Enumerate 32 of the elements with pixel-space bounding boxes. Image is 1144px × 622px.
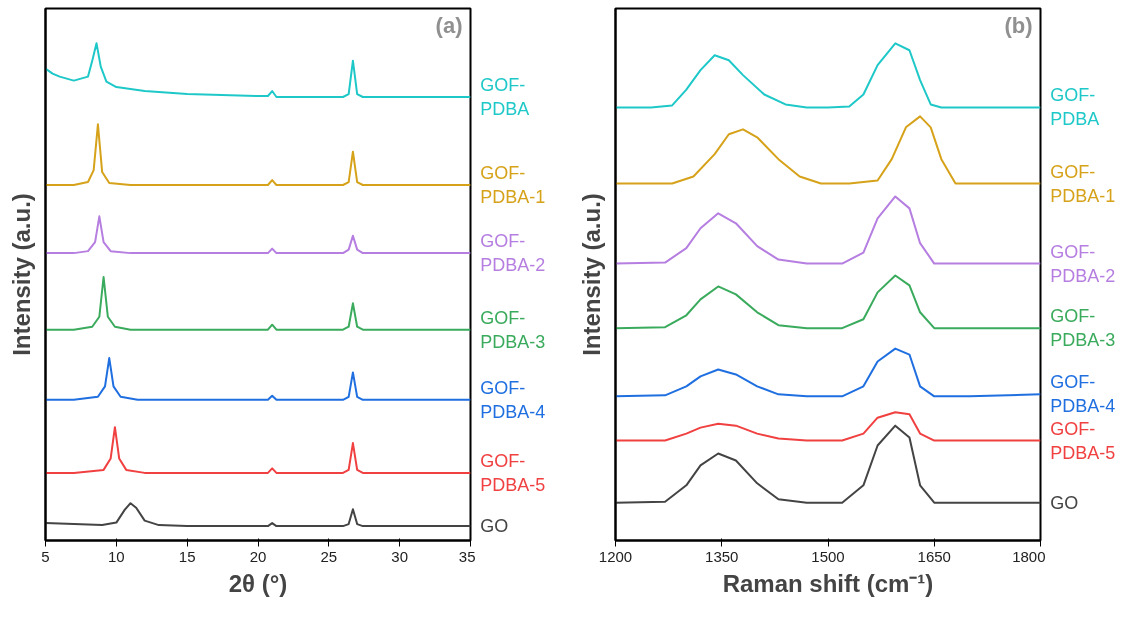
series-label: GOF-PDBA-4 (1050, 372, 1116, 417)
series-label: GOF-PDBA-4 (480, 377, 546, 422)
series-label: GOF-PDBA-5 (480, 450, 546, 495)
x-tick-label: 30 (391, 547, 409, 565)
x-tick-label: 25 (320, 547, 338, 565)
series-label: GO (1050, 492, 1079, 513)
series-label: GOF-PDBA-1 (480, 163, 546, 207)
x-axis-title: Raman shift (cm⁻¹) (722, 569, 934, 597)
x-tick-label: 1200 (598, 547, 633, 565)
series-label: GOF-PDBA (1050, 85, 1100, 130)
series-label: GOF-PDBA-3 (1050, 306, 1116, 351)
x-tick-label: 20 (249, 547, 267, 565)
series-label: GOF-PDBA (480, 75, 530, 119)
y-axis-title: Intensity (a.u.) (7, 193, 35, 356)
series-label: GOF-PDBA-1 (1050, 161, 1116, 206)
series-label: GOF-PDBA-2 (480, 231, 546, 276)
x-tick-label: 35 (458, 547, 476, 565)
x-tick-label: 15 (178, 547, 196, 565)
series-label: GOF-PDBA-5 (1050, 418, 1116, 463)
series-label: GOF-PDBA-3 (480, 307, 546, 352)
x-tick-label: 1500 (811, 547, 845, 565)
series-label: GOF-PDBA-2 (1050, 241, 1116, 286)
x-tick-label: 1650 (917, 547, 951, 565)
x-tick-label: 1800 (1012, 547, 1046, 565)
chart-title: (a) (435, 12, 463, 38)
series-label: GO (480, 516, 509, 537)
chart-title: (b) (1004, 12, 1033, 38)
x-tick-label: 5 (41, 547, 50, 565)
x-tick-label: 10 (107, 547, 125, 565)
x-axis-title: 2θ (°) (228, 569, 288, 597)
y-axis-title: Intensity (a.u.) (577, 193, 605, 356)
x-tick-label: 1350 (705, 547, 739, 565)
